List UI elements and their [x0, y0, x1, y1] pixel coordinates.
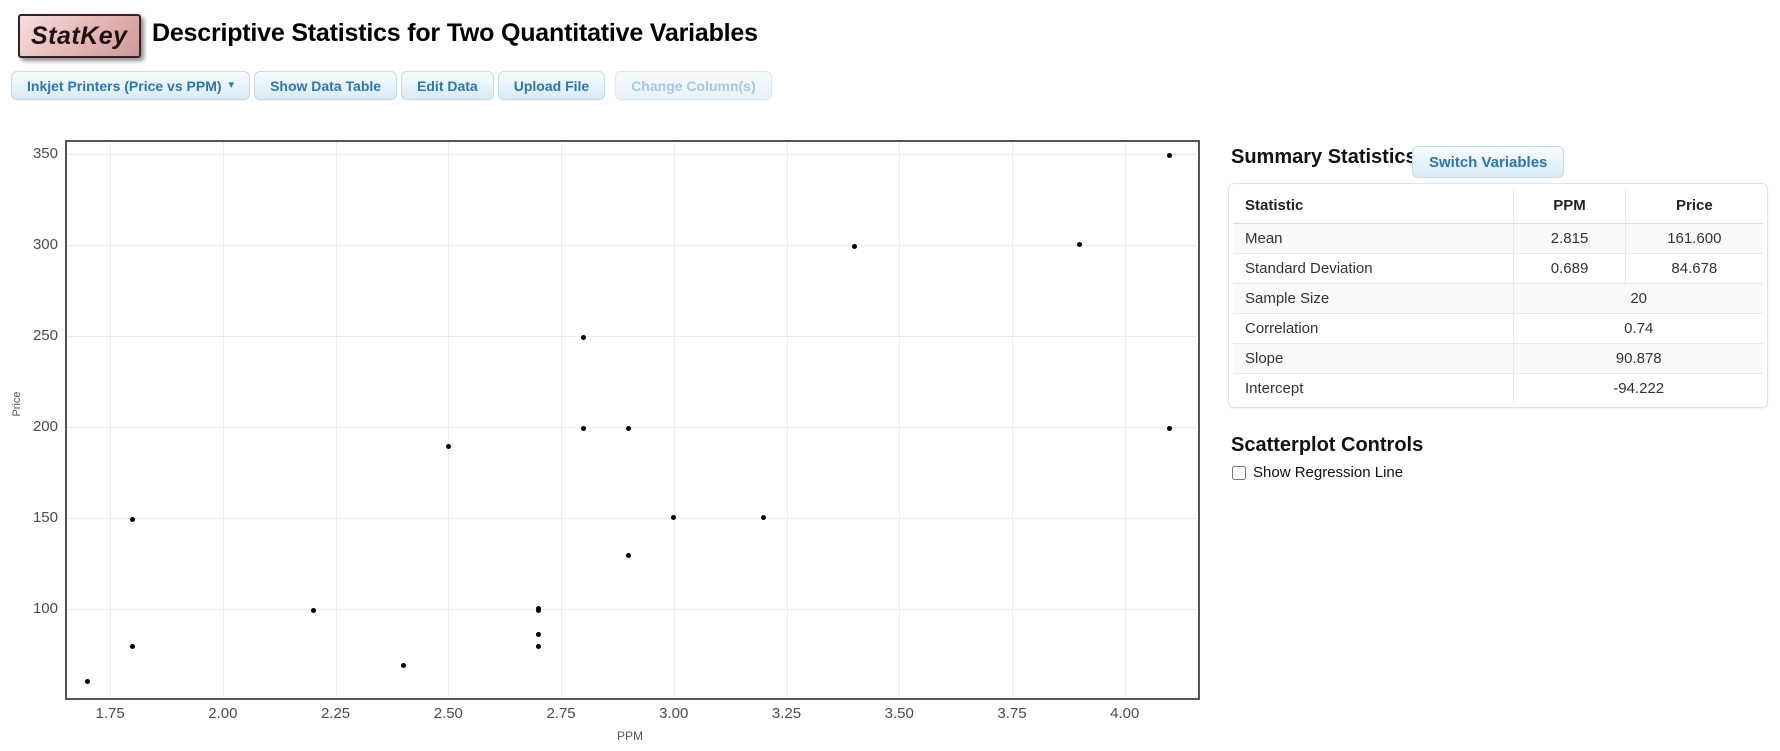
- x-gridline: [786, 142, 788, 696]
- data-point: [1167, 425, 1173, 431]
- y-tick-label: 150: [32, 508, 58, 526]
- statistic-value: 0.74: [1513, 313, 1763, 344]
- summary-statistics-heading: Summary Statistics: [1231, 146, 1417, 168]
- x-tick-label: 2.50: [433, 705, 463, 722]
- y-gridline: [67, 517, 1196, 519]
- summary-table-header-row: Statistic PPM Price: [1233, 188, 1763, 224]
- show-regression-checkbox[interactable]: [1232, 465, 1246, 480]
- x-tick-label: 4.00: [1110, 705, 1140, 722]
- x-gridline: [899, 142, 901, 696]
- switch-variables-button[interactable]: Switch Variables: [1412, 146, 1565, 178]
- data-point: [626, 553, 632, 559]
- summary-table-row: Correlation 0.74: [1233, 313, 1763, 344]
- x-tick-label: 3.00: [659, 705, 689, 722]
- data-point: [581, 425, 587, 431]
- y-gridline: [67, 426, 1196, 428]
- summary-table-container: Statistic PPM Price Mean 2.815 161.600 Stan…: [1228, 183, 1768, 408]
- dataset-dropdown-button[interactable]: Inkjet Printers (Price vs PPM) ▾: [11, 71, 251, 100]
- data-point: [536, 606, 541, 612]
- statistic-label: Correlation: [1233, 313, 1514, 344]
- x-gridline: [110, 142, 112, 696]
- x-gridline: [561, 142, 563, 696]
- regression-control: Show Regression Line: [1232, 464, 1403, 481]
- scatterplot-controls-heading: Scatterplot Controls: [1231, 434, 1424, 456]
- dataset-dropdown-label: Inkjet Printers (Price vs PPM): [27, 77, 222, 94]
- statkey-logo-text: StatKey: [31, 21, 128, 50]
- statistic-value-ppm: 2.815: [1513, 223, 1626, 254]
- data-point: [761, 515, 767, 521]
- summary-table-body: Mean 2.815 161.600 Standard Deviation 0.689 8…: [1233, 223, 1763, 403]
- x-tick-label: 3.25: [771, 705, 802, 722]
- show-regression-label: Show Regression Line: [1253, 464, 1404, 481]
- y-tick-label: 300: [32, 235, 58, 253]
- y-gridline: [67, 335, 1196, 337]
- statistic-value-ppm: 0.689: [1513, 253, 1626, 284]
- y-axis-title: Price: [11, 391, 23, 417]
- y-gridline: [67, 244, 1196, 246]
- summary-table-header-ppm: PPM: [1513, 188, 1626, 224]
- x-tick-label: 2.25: [320, 705, 351, 722]
- x-gridline: [335, 142, 337, 696]
- x-gridline: [1124, 142, 1126, 696]
- summary-table-header-price: Price: [1624, 188, 1763, 224]
- y-gridline: [67, 153, 1196, 155]
- x-gridline: [673, 142, 675, 696]
- summary-table: Statistic PPM Price Mean 2.815 161.600 Stan…: [1233, 188, 1763, 403]
- y-tick-label: 100: [32, 599, 58, 617]
- x-tick-label: 2.75: [546, 705, 576, 722]
- x-tick-label: 3.75: [997, 705, 1027, 722]
- data-point: [1167, 152, 1173, 158]
- summary-table-row: Mean 2.815 161.600: [1233, 223, 1763, 254]
- x-tick-label: 2.00: [208, 705, 238, 722]
- show-data-table-button[interactable]: Show Data Table: [254, 71, 398, 100]
- summary-table-row: Sample Size 20: [1233, 283, 1763, 314]
- statistic-label: Standard Deviation: [1233, 253, 1514, 284]
- x-tick-label: 3.50: [884, 705, 914, 722]
- x-gridline: [448, 142, 450, 696]
- data-point: [671, 515, 677, 521]
- data-point: [1077, 242, 1083, 248]
- statistic-value: 90.878: [1513, 343, 1763, 374]
- y-tick-label: 250: [32, 326, 58, 344]
- x-gridline: [222, 142, 224, 696]
- data-point: [130, 516, 136, 522]
- data-point: [536, 644, 541, 650]
- scatterplot: [65, 140, 1200, 700]
- y-tick-label: 350: [32, 144, 58, 162]
- statistic-value: -94.222: [1513, 373, 1763, 403]
- statistic-label: Sample Size: [1233, 283, 1514, 314]
- statistic-label: Intercept: [1245, 380, 1304, 397]
- statistic-value: 20: [1513, 283, 1763, 314]
- statistic-value-price: 84.678: [1624, 253, 1763, 284]
- data-point: [626, 425, 632, 431]
- x-axis-title: PPM: [616, 729, 643, 743]
- data-point: [85, 678, 91, 684]
- data-point: [400, 662, 406, 668]
- summary-table-header-statistic: Statistic: [1233, 188, 1514, 224]
- y-tick-label: 200: [32, 417, 58, 435]
- summary-table-row: Intercept -94.222: [1233, 373, 1763, 403]
- x-gridline: [1012, 142, 1013, 696]
- data-point: [445, 444, 451, 450]
- summary-table-row: Standard Deviation 0.689 84.678: [1233, 253, 1763, 284]
- statistic-value-price: 161.600: [1624, 223, 1763, 254]
- caret-down-icon: ▾: [228, 79, 235, 91]
- summary-table-row: Slope 90.878: [1233, 343, 1763, 374]
- data-point: [581, 334, 587, 340]
- statistic-label: Mean: [1233, 223, 1514, 254]
- data-point: [536, 631, 541, 637]
- y-gridline: [67, 608, 1196, 610]
- toolbar: Inkjet Printers (Price vs PPM) ▾ Show Da…: [11, 71, 776, 100]
- statkey-logo: StatKey: [18, 14, 141, 58]
- page-title: Descriptive Statistics for Two Quantitat…: [152, 19, 758, 47]
- upload-file-button[interactable]: Upload File: [497, 71, 606, 100]
- x-tick-label: 1.75: [95, 705, 125, 722]
- edit-data-button[interactable]: Edit Data: [401, 71, 494, 100]
- data-point: [130, 644, 136, 650]
- data-point: [310, 607, 316, 613]
- change-columns-button: Change Column(s): [615, 71, 772, 100]
- statistic-label: Slope: [1233, 343, 1514, 374]
- data-point: [851, 243, 857, 249]
